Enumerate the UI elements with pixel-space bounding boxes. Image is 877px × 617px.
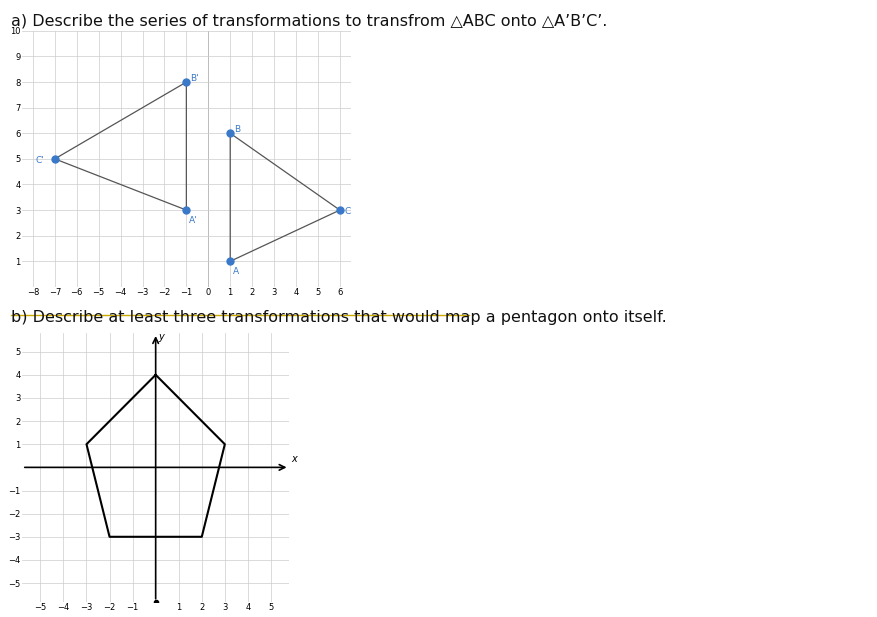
Text: A': A' — [189, 215, 198, 225]
Text: x: x — [292, 454, 297, 464]
Text: y: y — [159, 332, 164, 342]
Text: C': C' — [35, 156, 44, 165]
Text: A: A — [233, 267, 239, 276]
Text: b) Describe at least three transformations that would map a pentagon onto itself: b) Describe at least three transformatio… — [11, 310, 667, 325]
Text: B': B' — [190, 73, 199, 83]
Text: B: B — [234, 125, 240, 134]
Text: C: C — [344, 207, 350, 216]
Text: a) Describe the series of transformations to transfrom △ABC onto △A’B’C’.: a) Describe the series of transformation… — [11, 14, 608, 28]
